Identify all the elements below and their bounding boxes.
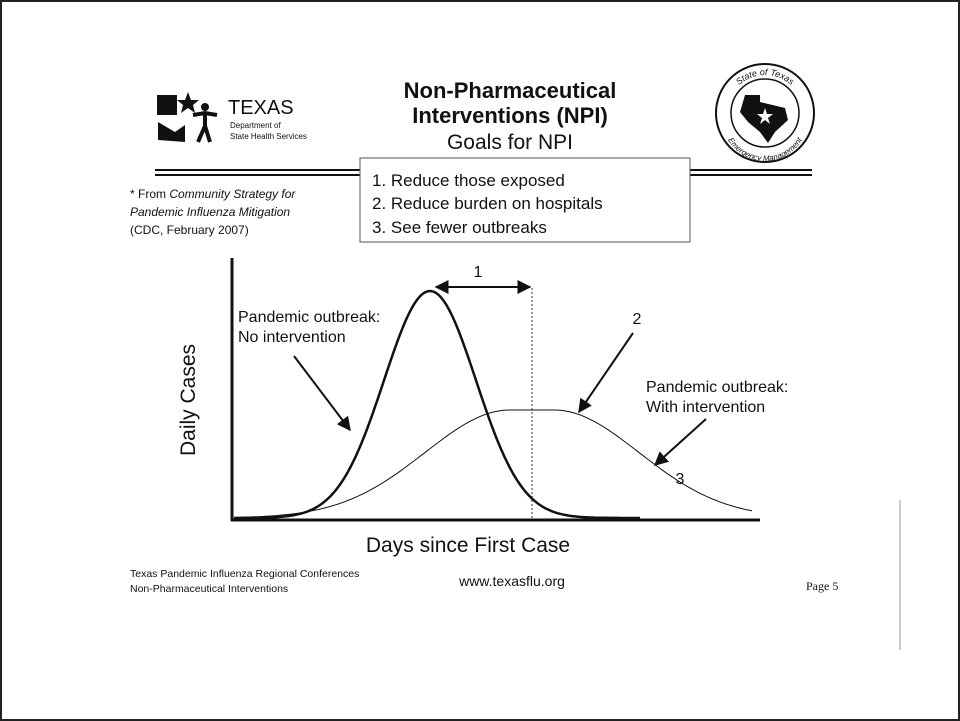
marker-label: 3 xyxy=(676,471,685,488)
title: Non-Pharmaceutical xyxy=(404,78,617,103)
diagram xyxy=(230,258,760,522)
marker-label: 1 xyxy=(474,264,483,281)
marker-label: 2 xyxy=(633,311,642,328)
footer-left: Texas Pandemic Influenza Regional Confer… xyxy=(130,568,359,580)
source: Pandemic Influenza Mitigation xyxy=(130,205,290,219)
annotation: No intervention xyxy=(238,329,346,346)
goal: 2. Reduce burden on hospitals xyxy=(372,194,603,213)
curve-with-intervention xyxy=(234,409,753,518)
footer-url: www.texasflu.org xyxy=(458,573,565,589)
logo-line: Department of xyxy=(230,121,281,130)
x-axis-label: Days since First Case xyxy=(366,534,570,557)
seal: State of Texas Emergency Management xyxy=(715,63,815,163)
goals-box xyxy=(359,157,691,243)
logo: TEXAS Department of State Health Service… xyxy=(157,92,307,143)
goal: 3. See fewer outbreaks xyxy=(372,218,547,237)
subtitle: Goals for NPI xyxy=(447,131,573,154)
page-number: Page 5 xyxy=(806,579,838,593)
seal-text: Emergency Management xyxy=(726,135,804,163)
footer-left: Non-Pharmaceutical Interventions xyxy=(130,583,288,595)
annotation: With intervention xyxy=(646,399,765,416)
logo-name: TEXAS xyxy=(228,97,294,119)
goal: 1. Reduce those exposed xyxy=(372,171,565,190)
source: (CDC, February 2007) xyxy=(130,223,249,237)
annotation: Pandemic outbreak: xyxy=(238,309,380,326)
title: Interventions (NPI) xyxy=(412,103,608,128)
rule xyxy=(155,169,812,176)
logo-line: State Health Services xyxy=(230,132,307,141)
y-axis-label: Daily Cases xyxy=(177,344,200,456)
annotation: Pandemic outbreak: xyxy=(646,379,788,396)
source: * From Community Strategy for xyxy=(130,187,296,201)
